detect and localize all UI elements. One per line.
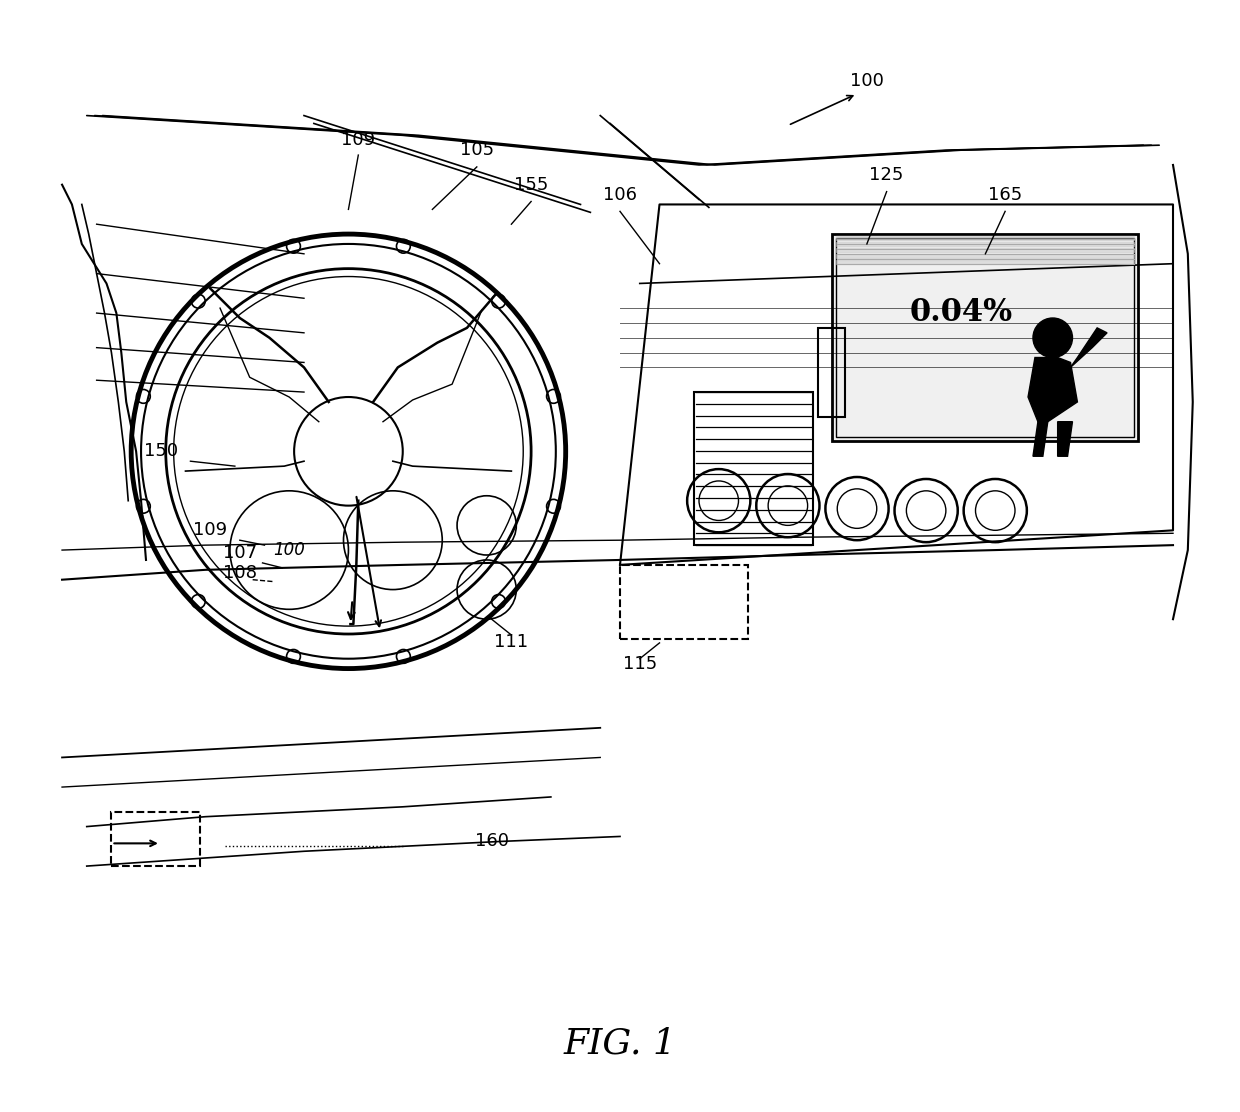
Text: 100: 100 (273, 542, 305, 559)
Polygon shape (1058, 421, 1073, 456)
Bar (817, 328, 846, 417)
Bar (112, 812, 201, 866)
Bar (832, 234, 1138, 441)
Text: 109: 109 (341, 131, 376, 149)
Text: 111: 111 (495, 633, 528, 651)
Bar (836, 238, 1135, 437)
Text: 155: 155 (513, 176, 548, 193)
Text: FIG. 1: FIG. 1 (563, 1026, 677, 1061)
Polygon shape (1070, 328, 1107, 367)
Text: 100: 100 (849, 72, 884, 90)
Text: 115: 115 (622, 655, 657, 673)
Text: 125: 125 (869, 166, 904, 183)
Text: 150: 150 (144, 443, 177, 460)
Bar (620, 565, 749, 639)
Text: 106: 106 (603, 186, 637, 203)
Text: 160: 160 (475, 832, 508, 851)
Text: 0.04%: 0.04% (909, 297, 1012, 328)
Bar (694, 393, 812, 545)
Circle shape (1033, 318, 1073, 358)
Text: 165: 165 (988, 186, 1022, 203)
Text: 107: 107 (223, 544, 257, 562)
Polygon shape (1028, 358, 1078, 421)
Polygon shape (1033, 421, 1048, 456)
Text: 108: 108 (223, 564, 257, 582)
Text: 109: 109 (193, 522, 227, 539)
Text: 105: 105 (460, 141, 494, 159)
